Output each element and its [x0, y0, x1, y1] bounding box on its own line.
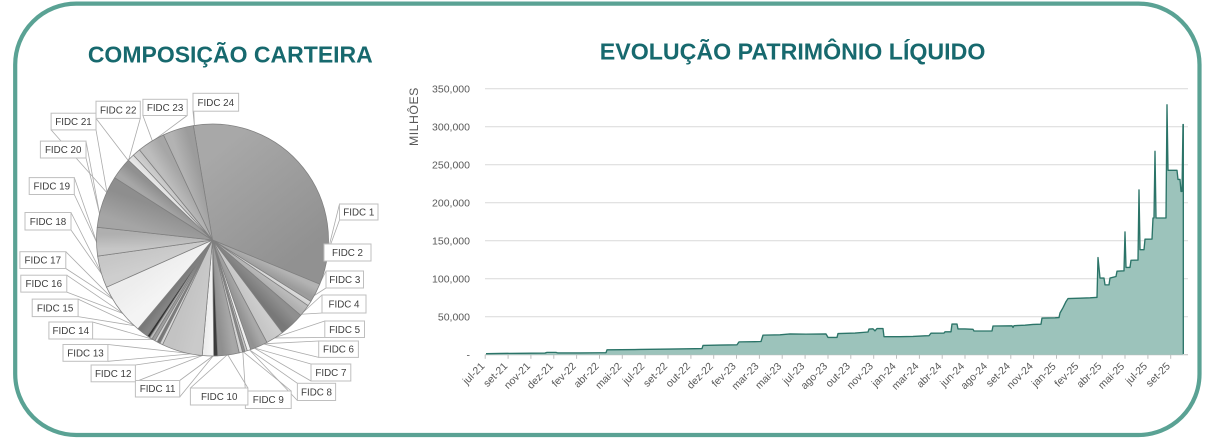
svg-text:FIDC 16: FIDC 16: [26, 279, 63, 290]
svg-text:FIDC 10: FIDC 10: [201, 392, 238, 403]
svg-text:50,000: 50,000: [438, 311, 470, 323]
svg-text:MILHÔES: MILHÔES: [406, 87, 421, 146]
svg-text:200,000: 200,000: [432, 197, 470, 209]
svg-text:FIDC 2: FIDC 2: [332, 248, 363, 259]
svg-text:FIDC 1: FIDC 1: [343, 208, 374, 219]
svg-text:FIDC 24: FIDC 24: [198, 98, 235, 109]
svg-text:FIDC 18: FIDC 18: [30, 217, 67, 228]
svg-text:FIDC 3: FIDC 3: [329, 275, 361, 286]
svg-text:FIDC 4: FIDC 4: [328, 300, 360, 311]
svg-text:FIDC 19: FIDC 19: [34, 182, 70, 193]
svg-text:150,000: 150,000: [432, 235, 470, 247]
svg-text:FIDC 9: FIDC 9: [253, 395, 284, 406]
svg-text:FIDC 20: FIDC 20: [45, 145, 82, 156]
svg-text:FIDC 7: FIDC 7: [315, 368, 346, 379]
svg-text:FIDC 13: FIDC 13: [67, 348, 104, 359]
svg-text:COMPOSIÇÃO CARTEIRA: COMPOSIÇÃO CARTEIRA: [88, 40, 373, 67]
svg-text:FIDC 5: FIDC 5: [329, 325, 361, 336]
svg-text:FIDC 11: FIDC 11: [140, 384, 176, 395]
svg-text:FIDC 17: FIDC 17: [25, 256, 61, 267]
svg-text:FIDC 22: FIDC 22: [100, 105, 136, 116]
svg-text:FIDC 12: FIDC 12: [95, 369, 131, 380]
svg-text:FIDC 23: FIDC 23: [147, 103, 184, 114]
svg-text:350,000: 350,000: [432, 83, 470, 95]
svg-text:300,000: 300,000: [432, 121, 470, 133]
svg-text:250,000: 250,000: [432, 159, 470, 171]
svg-text:EVOLUÇÃO PATRIMÔNIO LÍQUIDO: EVOLUÇÃO PATRIMÔNIO LÍQUIDO: [600, 38, 986, 65]
svg-text:FIDC 21: FIDC 21: [55, 117, 91, 128]
svg-text:-: -: [467, 349, 471, 361]
svg-text:FIDC 14: FIDC 14: [53, 326, 90, 337]
svg-text:FIDC 6: FIDC 6: [323, 345, 355, 356]
svg-text:FIDC 8: FIDC 8: [301, 387, 333, 398]
svg-text:FIDC 15: FIDC 15: [37, 303, 74, 314]
svg-text:100,000: 100,000: [432, 273, 470, 285]
